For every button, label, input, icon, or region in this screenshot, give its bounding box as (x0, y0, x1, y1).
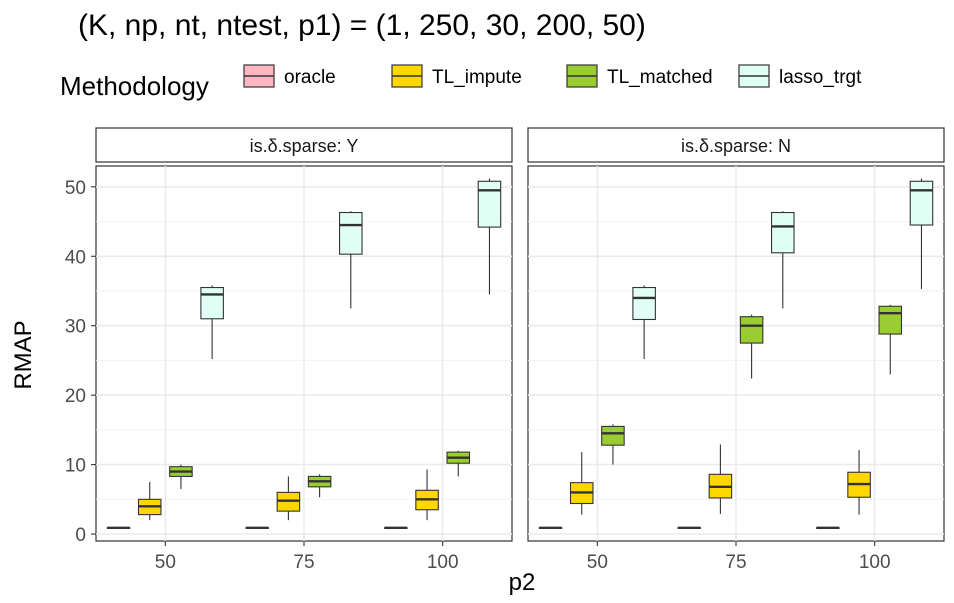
box-lasso_trgt (632, 285, 656, 360)
box-tl_impute (137, 481, 162, 521)
x-tick-label: 75 (725, 552, 746, 573)
legend-label-tl_matched: TL_matched (607, 67, 713, 88)
legend-label-oracle: oracle (284, 67, 336, 88)
strip-background (527, 127, 945, 163)
box-body (909, 180, 934, 226)
box-tl_matched (169, 464, 193, 489)
box-body (739, 316, 764, 344)
legend-title: Methodology (60, 71, 209, 101)
box-body (200, 286, 224, 320)
box-tl_impute (415, 469, 439, 521)
panel-2: is.δ.sparse: N 50 75 100 (527, 127, 945, 573)
x-tick-label: 100 (859, 552, 891, 573)
y-tick-label: 0 (75, 525, 86, 546)
box-tl_matched (739, 314, 764, 379)
box-oracle (384, 526, 408, 530)
box-tl_impute (276, 476, 301, 521)
legend: Methodology oracle TL_impute TL_matched las… (60, 64, 862, 101)
box-tl_matched (446, 450, 471, 477)
box-oracle (538, 526, 563, 530)
y-tick-label: 20 (65, 386, 86, 407)
box-oracle (245, 526, 269, 530)
box-tl_matched (307, 474, 332, 498)
strip-label: is.δ.sparse: Y (250, 136, 359, 156)
box-body (477, 180, 502, 228)
y-tick-label: 30 (65, 317, 86, 338)
strip-background (95, 127, 513, 163)
strip-label: is.δ.sparse: N (681, 136, 791, 156)
box-tl_matched (878, 304, 903, 375)
x-tick-label: 100 (427, 552, 459, 573)
box-lasso_trgt (909, 178, 934, 289)
x-axis-title: p2 (509, 569, 536, 596)
legend-label-lasso_trgt: lasso_trgt (779, 67, 862, 88)
x-tick-label: 75 (293, 552, 314, 573)
box-body (601, 425, 625, 446)
box-tl_impute (847, 450, 871, 515)
x-tick-label: 50 (155, 552, 176, 573)
box-body (632, 286, 656, 321)
y-tick-label: 50 (65, 178, 86, 199)
box-oracle (677, 526, 701, 530)
box-body (878, 305, 903, 335)
box-tl_matched (601, 424, 625, 465)
box-tl_impute (708, 444, 733, 514)
box-lasso_trgt (477, 178, 502, 295)
box-lasso_trgt (200, 285, 224, 360)
box-oracle (816, 526, 840, 530)
chart-title: (K, np, nt, ntest, p1) = (1, 250, 30, 20… (78, 9, 646, 42)
y-tick-label: 40 (65, 247, 86, 268)
box-oracle (106, 526, 131, 530)
box-tl_impute (569, 452, 594, 515)
box-lasso_trgt (339, 211, 363, 309)
y-axis-title: RMAP (10, 320, 37, 389)
x-tick-label: 50 (587, 552, 608, 573)
box-lasso_trgt (771, 211, 795, 309)
box-body (339, 211, 363, 255)
legend-label-tl_impute: TL_impute (432, 67, 522, 88)
box-body (771, 211, 795, 254)
panel-1: is.δ.sparse: Y 0 10 20 30 40 50 50 75 100 (65, 127, 513, 573)
y-tick-label: 10 (65, 456, 86, 477)
